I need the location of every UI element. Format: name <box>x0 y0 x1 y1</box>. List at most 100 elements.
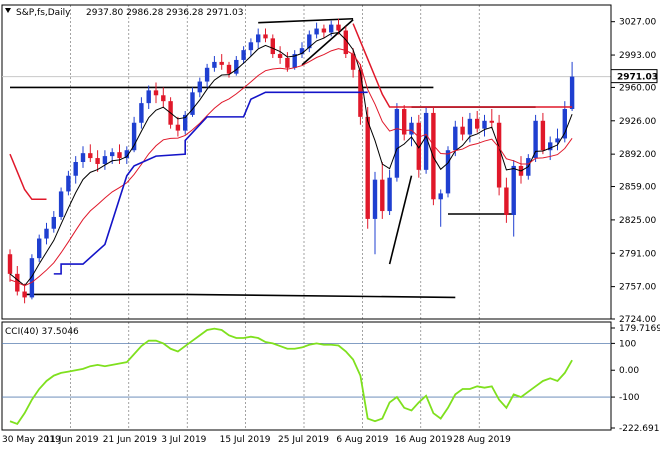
candle[interactable] <box>256 28 261 49</box>
candle[interactable] <box>314 22 319 39</box>
candle[interactable] <box>394 103 400 182</box>
candle[interactable] <box>504 177 509 223</box>
candle[interactable] <box>183 110 188 135</box>
candle[interactable] <box>58 187 64 220</box>
candle[interactable] <box>475 110 480 133</box>
fast-moving-average-line[interactable] <box>9 32 573 287</box>
candle[interactable] <box>190 87 195 117</box>
candle[interactable] <box>387 169 392 215</box>
candle[interactable] <box>409 116 414 147</box>
candle[interactable] <box>270 34 275 58</box>
candle-body <box>241 50 246 60</box>
trendline[interactable] <box>301 19 354 66</box>
candle[interactable] <box>146 85 151 110</box>
candle[interactable] <box>307 30 312 53</box>
candle[interactable] <box>511 160 516 237</box>
candle[interactable] <box>73 156 78 184</box>
candle[interactable] <box>350 48 356 78</box>
candle[interactable] <box>7 249 13 282</box>
candle[interactable] <box>226 61 232 78</box>
cci-label: CCI(40) 37.5046 <box>5 327 79 337</box>
trailing-stop-line[interactable] <box>9 153 47 201</box>
candle[interactable] <box>445 146 451 198</box>
candle[interactable] <box>416 114 421 178</box>
candle-body <box>555 138 560 143</box>
cci-y-tick-label: -222.6919 <box>619 424 660 434</box>
candle-body <box>248 42 254 51</box>
candle-body <box>95 158 100 164</box>
candle[interactable] <box>380 162 385 219</box>
candle[interactable] <box>438 189 443 227</box>
candle-body <box>482 120 487 129</box>
candle[interactable] <box>22 283 27 304</box>
price-panel <box>1 4 612 320</box>
candle[interactable] <box>562 101 567 143</box>
candle[interactable] <box>175 116 181 137</box>
candle[interactable] <box>299 42 305 58</box>
candle-body <box>489 120 494 123</box>
candle[interactable] <box>66 170 71 196</box>
candle[interactable] <box>489 109 494 129</box>
candle[interactable] <box>263 28 268 43</box>
candle[interactable] <box>80 146 86 168</box>
candle[interactable] <box>321 24 327 39</box>
candle[interactable] <box>248 38 254 57</box>
candle[interactable] <box>117 144 122 164</box>
candle[interactable] <box>496 114 502 196</box>
candle[interactable] <box>292 50 297 70</box>
candle[interactable] <box>402 105 407 141</box>
candle[interactable] <box>555 128 560 151</box>
candle-body <box>467 118 473 135</box>
trendline[interactable] <box>388 175 413 265</box>
x-tick-label: 25 Jul 2019 <box>278 435 329 445</box>
trendline[interactable] <box>185 293 456 299</box>
candle[interactable] <box>204 63 210 88</box>
candle[interactable] <box>161 87 166 108</box>
y-tick-label: 2892.00 <box>619 150 656 160</box>
candle[interactable] <box>569 61 575 111</box>
candle-body <box>496 122 502 188</box>
candle[interactable] <box>540 112 546 155</box>
candle[interactable] <box>423 107 429 174</box>
candle[interactable] <box>467 112 473 143</box>
candle[interactable] <box>219 54 224 70</box>
symbol-label: S&P,fs,Daily <box>16 8 71 18</box>
candle[interactable] <box>139 97 144 129</box>
candle-body <box>102 156 108 164</box>
candle[interactable] <box>102 150 108 170</box>
candle[interactable] <box>372 171 378 255</box>
dropdown-triangle-icon[interactable] <box>5 8 11 13</box>
last-price-box <box>610 69 658 84</box>
candle[interactable] <box>212 56 217 72</box>
candle-body <box>321 28 327 33</box>
candle[interactable] <box>131 116 137 153</box>
cci-y-tick-label: -100 <box>619 393 640 403</box>
trailing-stop-line[interactable] <box>352 23 573 108</box>
candle[interactable] <box>336 18 341 35</box>
candle[interactable] <box>95 150 100 172</box>
candle[interactable] <box>88 144 93 162</box>
candle[interactable] <box>533 114 538 162</box>
candle[interactable] <box>44 222 49 245</box>
candle[interactable] <box>343 26 348 58</box>
candle-body <box>212 61 217 68</box>
candle[interactable] <box>37 234 42 263</box>
slow-moving-average-line[interactable] <box>9 48 573 287</box>
candle[interactable] <box>277 46 283 64</box>
candle[interactable] <box>482 114 487 137</box>
cci-line[interactable] <box>9 327 573 425</box>
trendline[interactable] <box>258 17 354 24</box>
candle[interactable] <box>241 46 246 64</box>
candle[interactable] <box>51 211 56 233</box>
y-tick-label: 2791.00 <box>619 249 656 259</box>
candle[interactable] <box>124 146 129 164</box>
support-step-line[interactable] <box>53 91 368 275</box>
candle[interactable] <box>460 116 465 141</box>
candle[interactable] <box>365 107 370 229</box>
candle[interactable] <box>285 52 290 72</box>
candle[interactable] <box>234 56 239 76</box>
candle[interactable] <box>197 77 202 98</box>
candle[interactable] <box>153 82 159 104</box>
